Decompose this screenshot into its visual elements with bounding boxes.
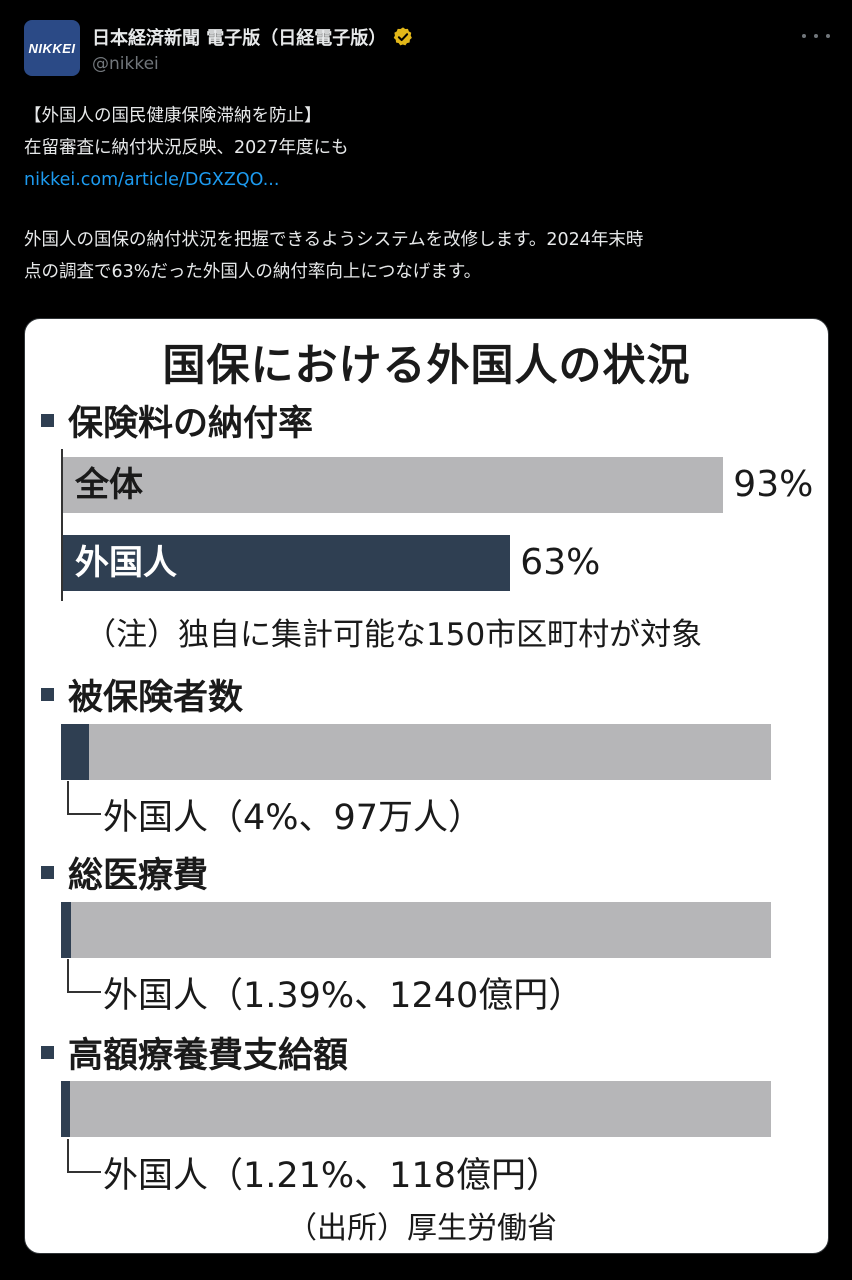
share-bar-fill-insured [61,724,90,780]
section-title: 被保険者数 [68,678,244,718]
bar-label-overall: 全体 [75,465,143,505]
bar-value-foreign: 63% [520,542,601,583]
share-bar-high-cost [61,1081,771,1137]
share-bar-fill-high-cost [61,1081,70,1137]
bar-label-foreign: 外国人 [75,543,177,583]
display-name[interactable]: 日本経済新聞 電子版（日経電子版） [92,28,387,49]
section-payment-rate: 保険料の納付率 [41,395,313,446]
share-bar-fill-medical-cost [61,902,71,958]
section-high-cost: 高額療養費支給額 [41,1027,348,1078]
share-label-medical-cost: 外国人（1.39%、1240億円） [103,976,584,1016]
bullet-square-icon [41,866,54,879]
section-title: 高額療養費支給額 [68,1036,349,1076]
avatar-logo-text: NIKKEI [28,40,76,56]
article-link[interactable]: nikkei.com/article/DGXZQO... [24,170,280,190]
bracket-connector [67,1139,101,1173]
tweet-line-2: 在留審査に納付状況反映、2027年度にも [24,138,349,158]
avatar[interactable]: NIKKEI [24,20,80,76]
bar-foreign: 外国人 [63,535,511,591]
section-title: 保険料の納付率 [68,404,314,444]
bracket-connector [67,781,101,815]
bullet-square-icon [41,1046,54,1059]
share-bar-insured [61,724,771,780]
tweet-line-1: 【外国人の国民健康保険滞納を防止】 [24,106,322,126]
share-label-insured: 外国人（4%、97万人） [103,798,484,838]
bullet-square-icon [41,688,54,701]
share-bar-medical-cost [61,902,771,958]
handle[interactable]: @nikkei [92,54,159,74]
infographic-title: 国保における外国人の状況 [162,341,691,391]
payment-rate-note: （注）独自に集計可能な150市区町村が対象 [85,617,703,653]
bullet-square-icon [41,414,54,427]
bar-axis [61,449,63,601]
infographic-image[interactable]: 国保における外国人の状況 保険料の納付率 全体 93% 外国人 63% （注）独… [24,318,829,1254]
tweet-body-line-1: 外国人の国保の納付状況を把握できるようシステムを改修します。2024年末時 [24,230,644,250]
more-options-icon[interactable] [802,26,830,46]
verified-badge-icon[interactable] [392,26,414,48]
section-title: 総医療費 [68,856,209,896]
tweet-body-line-2: 点の調査で63%だった外国人の納付率向上につなげます。 [24,262,482,282]
bar-overall: 全体 [63,457,724,513]
tweet-text: 【外国人の国民健康保険滞納を防止】 在留審査に納付状況反映、2027年度にも n… [24,100,830,288]
source-credit: （出所）厚生労働省 [287,1211,557,1246]
bracket-connector [67,959,101,993]
name-row: 日本経済新聞 電子版（日経電子版） [92,24,414,50]
section-insured: 被保険者数 [41,669,243,720]
section-medical-cost: 総医療費 [41,847,208,898]
bar-value-overall: 93% [733,464,814,505]
share-label-high-cost: 外国人（1.21%、118億円） [103,1156,561,1196]
tweet-header: NIKKEI 日本経済新聞 電子版（日経電子版） @nikkei [24,20,830,80]
